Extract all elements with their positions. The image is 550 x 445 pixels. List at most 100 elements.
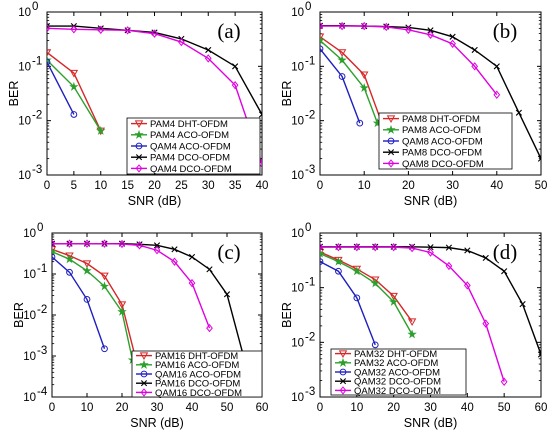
legend-marker [386,115,396,124]
data-point [232,63,239,70]
x-tick-label: 30 [446,180,459,192]
legend-box [131,350,263,398]
data-point [70,25,78,34]
data-point [52,246,57,256]
data-point [47,58,51,66]
data-point [151,29,158,38]
plot-frame [319,11,542,176]
data-point [52,253,56,261]
data-point [405,25,412,35]
data-point [360,21,368,31]
marker-stroke [537,155,541,160]
data-point [359,82,369,92]
x-tick-label: 10 [81,402,94,414]
plot-area [52,239,248,365]
data-point [231,80,239,90]
data-point [69,69,79,78]
marker-stroke [206,266,213,273]
data-point [515,109,523,116]
marker-stroke [519,301,526,308]
data-point [333,256,344,266]
marker-stroke [140,380,148,387]
legend-marker [339,378,347,385]
data-point [519,301,526,308]
legend-entry: QAM4 ACO-OFDM [150,141,231,152]
legend-entry: QAM4 DCO-OFDM [150,164,232,175]
data-point [388,296,399,306]
x-tick-label: 50 [498,402,511,414]
legend-entry: PAM32 ACO-OFDM [354,358,438,369]
marker-stroke [501,268,508,275]
marker-stroke [427,27,434,34]
y-tick-label: 10 [291,283,304,295]
legend-marker [338,357,348,367]
data-point [427,30,434,40]
marker-stroke [258,111,262,116]
data-point [353,294,361,302]
legend-marker [387,149,395,156]
data-point [117,306,127,316]
legend-marker [339,386,347,395]
x-tick-label: 10 [358,180,371,192]
data-point [464,247,471,254]
data-point [370,278,380,288]
legend-marker [139,352,149,361]
data-point [407,329,417,339]
x-tick-label: 40 [461,402,474,414]
x-tick-label: 20 [148,180,161,192]
x-tick-label: 60 [535,402,548,414]
data-point [66,268,73,276]
x-tick-label: 0 [44,180,50,192]
legend-marker [135,154,143,161]
legend-box [378,112,513,170]
x-tick-label: 30 [151,402,164,414]
series-line [320,39,379,124]
marker-stroke [515,109,523,116]
data-point [493,90,501,99]
x-tick-label: 10 [350,402,363,414]
x-tick-label: 40 [256,180,269,192]
legend-entry: PAM4 DHT-OFDM [150,119,228,130]
data-point [188,253,196,261]
y-tick-exponent: -2 [305,110,315,122]
y-tick-exponent: 0 [305,1,311,13]
data-point [445,244,453,251]
marker-stroke [223,291,231,298]
y-tick-exponent: -3 [305,164,315,176]
legend-entry: QAM32 DCO-OFDM [354,386,441,397]
x-tick-label: 10 [94,180,107,192]
panel-label: (c) [217,240,240,264]
y-tick-exponent: -2 [305,331,315,343]
x-tick-label: 50 [221,402,234,414]
data-point [471,62,479,71]
y-tick-exponent: -3 [37,345,47,357]
series-line [47,61,75,115]
data-point [382,22,390,32]
data-point [337,55,347,65]
marker-stroke [482,254,489,262]
y-tick-exponent: -2 [32,110,42,122]
legend-entry: PAM32 DHT-OFDM [354,349,437,360]
data-point [52,246,57,254]
data-point [171,257,178,266]
x-tick-label: 20 [402,180,415,192]
marker-stroke [205,46,212,54]
data-point [204,54,212,63]
data-point [118,239,126,249]
data-point [153,246,161,255]
y-tick-label: 10 [291,337,304,349]
y-tick-label: 10 [291,170,304,182]
data-point [352,265,362,274]
legend-marker [387,137,395,145]
legend-marker [135,142,143,150]
marker-stroke [188,253,196,261]
legend-entry: QAM8 ACO-OFDM [402,136,483,147]
data-point [206,266,213,273]
marker-stroke [537,157,541,162]
series-line [320,48,361,124]
legend-entry: PAM16 DCO-OFDM [155,379,240,390]
data-point [47,24,51,33]
